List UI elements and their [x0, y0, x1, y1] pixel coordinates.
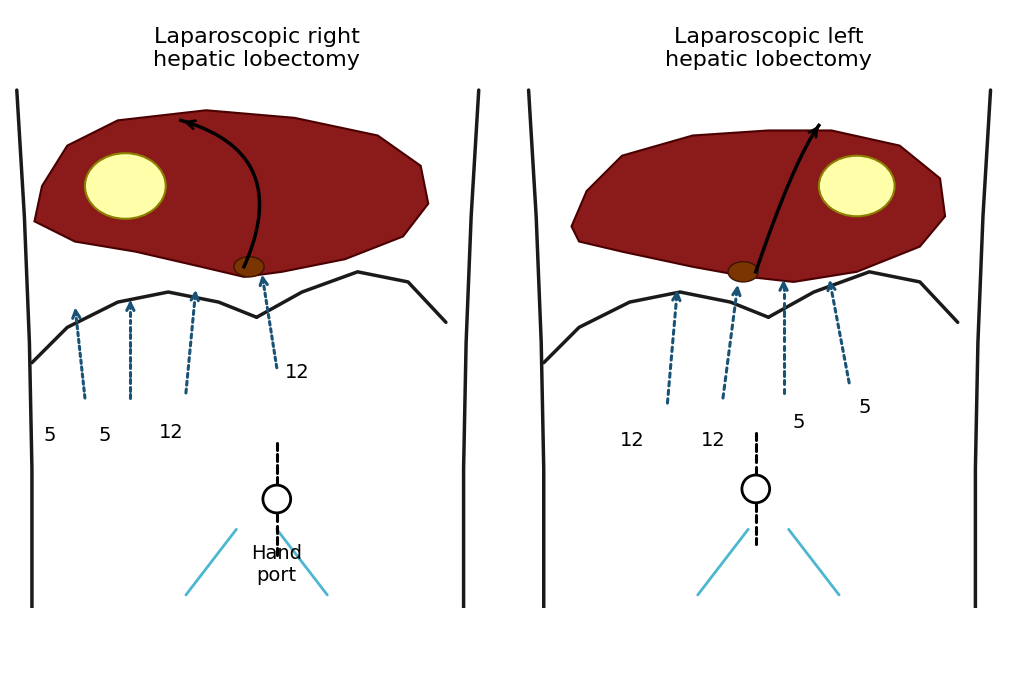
Text: 5: 5	[98, 426, 112, 445]
Ellipse shape	[85, 153, 166, 219]
Ellipse shape	[819, 155, 895, 216]
Text: 5: 5	[43, 426, 55, 445]
Ellipse shape	[728, 262, 758, 282]
Text: 12: 12	[700, 431, 726, 450]
Text: 12: 12	[285, 362, 310, 382]
Title: Laparoscopic right
hepatic lobectomy: Laparoscopic right hepatic lobectomy	[153, 27, 360, 71]
Ellipse shape	[234, 257, 264, 277]
Text: 12: 12	[620, 431, 645, 450]
Polygon shape	[572, 130, 945, 282]
Title: Laparoscopic left
hepatic lobectomy: Laparoscopic left hepatic lobectomy	[665, 27, 872, 71]
Text: 5: 5	[792, 413, 805, 432]
Text: 5: 5	[858, 398, 870, 417]
Text: 12: 12	[159, 423, 183, 443]
Text: Hand
port: Hand port	[251, 545, 302, 586]
Polygon shape	[35, 110, 428, 277]
